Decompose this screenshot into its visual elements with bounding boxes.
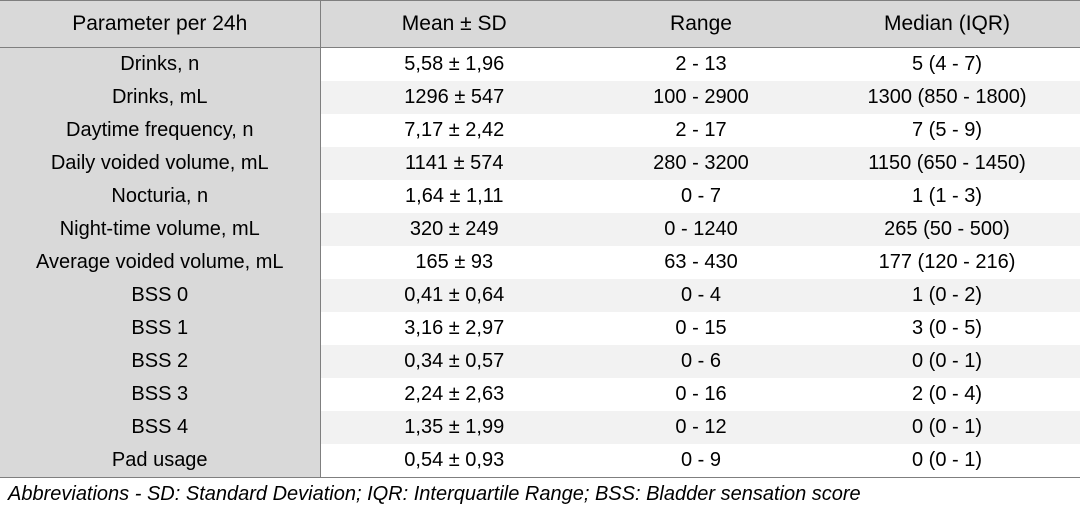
median-iqr-cell: 1 (1 - 3) xyxy=(911,185,983,207)
range-cell: 0 - 15 xyxy=(675,317,727,339)
parameter-cell: BSS 1 xyxy=(0,312,321,345)
range-cell: 0 - 6 xyxy=(588,345,814,378)
mean-sd-cell: 7,17 ± 2,42 xyxy=(404,119,505,141)
median-iqr-cell: 177 (120 - 216) xyxy=(878,251,1016,273)
range-cell: 0 - 7 xyxy=(680,185,722,207)
parameter-cell: BSS 0 xyxy=(0,279,321,312)
mean-sd-cell: 1,64 ± 1,11 xyxy=(405,185,504,207)
table-row: Pad usage 0,54 ± 0,93 0 - 9 0 (0 - 1) xyxy=(0,444,1080,478)
bladder-diary-table: Parameter per 24h Mean ± SD Range Median… xyxy=(0,0,1080,478)
median-iqr-cell: 3 (0 - 5) xyxy=(911,317,983,339)
parameter-cell: Drinks, mL xyxy=(0,81,321,114)
range-cell: 2 - 17 xyxy=(675,119,727,141)
parameter-cell: Nocturia, n xyxy=(0,180,321,213)
mean-sd-cell: 320 ± 249 xyxy=(320,213,588,246)
parameter-cell: BSS 4 xyxy=(0,411,321,444)
table-row: Nocturia, n 1,64 ± 1,11 0 - 7 1 (1 - 3) xyxy=(0,180,1080,213)
range-cell: 0 - 16 xyxy=(675,383,727,405)
table-row: Average voided volume, mL 165 ± 93 63 - … xyxy=(0,246,1080,279)
median-iqr-cell: 0 (0 - 1) xyxy=(814,444,1080,478)
median-iqr-cell: 7 (5 - 9) xyxy=(911,119,983,141)
median-iqr-cell: 265 (50 - 500) xyxy=(814,213,1080,246)
header-mean-sd: Mean ± SD xyxy=(320,0,588,48)
parameter-cell: Average voided volume, mL xyxy=(0,246,321,279)
mean-sd-cell: 2,24 ± 2,63 xyxy=(404,383,505,405)
mean-sd-cell: 5,58 ± 1,96 xyxy=(404,53,505,75)
range-cell: 0 - 1240 xyxy=(588,213,814,246)
table-row: Daytime frequency, n 7,17 ± 2,42 2 - 17 … xyxy=(0,114,1080,147)
median-iqr-cell: 0 (0 - 1) xyxy=(814,345,1080,378)
mean-sd-cell: 0,54 ± 0,93 xyxy=(320,444,588,478)
table-row: BSS 3 2,24 ± 2,63 0 - 16 2 (0 - 4) xyxy=(0,378,1080,411)
mean-sd-cell: 0,41 ± 0,64 xyxy=(320,279,588,312)
median-iqr-cell: 1300 (850 - 1800) xyxy=(814,81,1080,114)
parameter-cell: BSS 3 xyxy=(0,378,321,411)
table-row: Night-time volume, mL 320 ± 249 0 - 1240… xyxy=(0,213,1080,246)
table-row: BSS 2 0,34 ± 0,57 0 - 6 0 (0 - 1) xyxy=(0,345,1080,378)
header-range: Range xyxy=(588,0,814,48)
median-iqr-cell: 2 (0 - 4) xyxy=(911,383,983,405)
mean-sd-cell: 1296 ± 547 xyxy=(320,81,588,114)
parameter-cell: Pad usage xyxy=(0,444,321,478)
median-iqr-cell: 5 (4 - 7) xyxy=(911,53,983,75)
table-row: Drinks, n 5,58 ± 1,96 2 - 13 5 (4 - 7) xyxy=(0,47,1080,81)
table-row: BSS 0 0,41 ± 0,64 0 - 4 1 (0 - 2) xyxy=(0,279,1080,312)
table-row: BSS 1 3,16 ± 2,97 0 - 15 3 (0 - 5) xyxy=(0,312,1080,345)
range-cell: 0 - 12 xyxy=(588,411,814,444)
parameter-cell: Drinks, n xyxy=(0,47,321,81)
mean-sd-cell: 0,34 ± 0,57 xyxy=(320,345,588,378)
range-cell: 2 - 13 xyxy=(675,53,727,75)
range-cell: 280 - 3200 xyxy=(588,147,814,180)
header-parameter: Parameter per 24h xyxy=(0,0,321,48)
parameter-cell: Daily voided volume, mL xyxy=(0,147,321,180)
range-cell: 63 - 430 xyxy=(664,251,738,273)
table-row: Daily voided volume, mL 1141 ± 574 280 -… xyxy=(0,147,1080,180)
range-cell: 100 - 2900 xyxy=(588,81,814,114)
range-cell: 0 - 4 xyxy=(588,279,814,312)
mean-sd-cell: 3,16 ± 2,97 xyxy=(404,317,505,339)
parameter-cell: Night-time volume, mL xyxy=(0,213,321,246)
range-cell: 0 - 9 xyxy=(588,444,814,478)
parameter-cell: BSS 2 xyxy=(0,345,321,378)
mean-sd-cell: 165 ± 93 xyxy=(415,251,494,273)
table-header-row: Parameter per 24h Mean ± SD Range Median… xyxy=(0,0,1080,48)
median-iqr-cell: 1150 (650 - 1450) xyxy=(814,147,1080,180)
parameter-cell: Daytime frequency, n xyxy=(0,114,321,147)
header-median-iqr: Median (IQR) xyxy=(814,0,1080,48)
abbreviations-footnote: Abbreviations - SD: Standard Deviation; … xyxy=(8,483,861,505)
data-table-container: Parameter per 24h Mean ± SD Range Median… xyxy=(0,0,1080,478)
mean-sd-cell: 1141 ± 574 xyxy=(320,147,588,180)
mean-sd-cell: 1,35 ± 1,99 xyxy=(320,411,588,444)
table-row: Drinks, mL 1296 ± 547 100 - 2900 1300 (8… xyxy=(0,81,1080,114)
median-iqr-cell: 0 (0 - 1) xyxy=(814,411,1080,444)
median-iqr-cell: 1 (0 - 2) xyxy=(814,279,1080,312)
table-row: BSS 4 1,35 ± 1,99 0 - 12 0 (0 - 1) xyxy=(0,411,1080,444)
